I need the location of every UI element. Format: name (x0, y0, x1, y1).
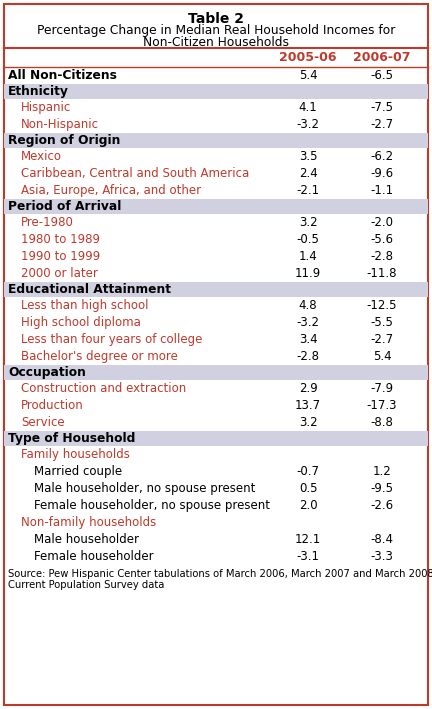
Text: -2.8: -2.8 (371, 250, 394, 263)
Text: -7.5: -7.5 (371, 101, 394, 114)
Text: Bachelor's degree or more: Bachelor's degree or more (21, 350, 178, 363)
Text: -2.6: -2.6 (370, 499, 394, 512)
Text: Non-Citizen Households: Non-Citizen Households (143, 36, 289, 49)
Text: -3.1: -3.1 (296, 550, 320, 563)
Text: Less than four years of college: Less than four years of college (21, 333, 202, 346)
Text: 13.7: 13.7 (295, 399, 321, 412)
Text: -9.6: -9.6 (370, 167, 394, 180)
Text: -0.7: -0.7 (296, 465, 320, 478)
Text: Service: Service (21, 416, 65, 429)
Text: -3.2: -3.2 (296, 316, 320, 329)
Text: Source: Pew Hispanic Center tabulations of March 2006, March 2007 and March 2008: Source: Pew Hispanic Center tabulations … (8, 569, 432, 579)
Text: Educational Attainment: Educational Attainment (8, 283, 171, 296)
Text: Non-family households: Non-family households (21, 516, 156, 529)
Text: -2.7: -2.7 (370, 118, 394, 131)
Text: Period of Arrival: Period of Arrival (8, 200, 121, 213)
Text: Family households: Family households (21, 448, 130, 461)
Text: Type of Household: Type of Household (8, 432, 135, 445)
Text: Region of Origin: Region of Origin (8, 134, 121, 147)
Text: Non-Hispanic: Non-Hispanic (21, 118, 99, 131)
Text: 11.9: 11.9 (295, 267, 321, 280)
Text: 2.0: 2.0 (299, 499, 318, 512)
Text: 2006-07: 2006-07 (353, 51, 411, 64)
Text: 2000 or later: 2000 or later (21, 267, 98, 280)
Bar (4, 133, 428, 148)
Text: Pre-1980: Pre-1980 (21, 216, 74, 229)
Text: 3.2: 3.2 (299, 216, 318, 229)
Text: -0.5: -0.5 (296, 233, 319, 246)
Text: 2.9: 2.9 (299, 382, 318, 395)
Text: -8.8: -8.8 (371, 416, 394, 429)
Text: All Non-Citizens: All Non-Citizens (8, 69, 117, 82)
Text: High school diploma: High school diploma (21, 316, 141, 329)
Text: -2.1: -2.1 (296, 184, 320, 197)
Text: Construction and extraction: Construction and extraction (21, 382, 186, 395)
Text: 12.1: 12.1 (295, 533, 321, 546)
Text: Female householder, no spouse present: Female householder, no spouse present (34, 499, 270, 512)
Text: Mexico: Mexico (21, 150, 62, 163)
Bar (4, 84, 428, 99)
Text: -9.5: -9.5 (371, 482, 394, 495)
Text: -2.7: -2.7 (370, 333, 394, 346)
Text: 1980 to 1989: 1980 to 1989 (21, 233, 100, 246)
Text: -7.9: -7.9 (370, 382, 394, 395)
Text: 2005-06: 2005-06 (279, 51, 337, 64)
Text: -2.0: -2.0 (371, 216, 394, 229)
Text: 4.1: 4.1 (299, 101, 318, 114)
Text: 1.2: 1.2 (373, 465, 391, 478)
Text: -3.3: -3.3 (371, 550, 394, 563)
Bar (4, 282, 428, 297)
Text: -11.8: -11.8 (367, 267, 397, 280)
Text: -6.2: -6.2 (370, 150, 394, 163)
Bar (4, 365, 428, 380)
Text: -17.3: -17.3 (367, 399, 397, 412)
Text: Less than high school: Less than high school (21, 299, 149, 312)
Text: 2.4: 2.4 (299, 167, 318, 180)
Text: Hispanic: Hispanic (21, 101, 71, 114)
Text: -5.6: -5.6 (371, 233, 394, 246)
Text: Asia, Europe, Africa, and other: Asia, Europe, Africa, and other (21, 184, 201, 197)
Text: 4.8: 4.8 (299, 299, 318, 312)
Text: Percentage Change in Median Real Household Incomes for: Percentage Change in Median Real Househo… (37, 24, 395, 37)
Text: Female householder: Female householder (34, 550, 154, 563)
Text: Caribbean, Central and South America: Caribbean, Central and South America (21, 167, 249, 180)
Text: 3.4: 3.4 (299, 333, 318, 346)
Text: 3.5: 3.5 (299, 150, 317, 163)
Text: Married couple: Married couple (34, 465, 122, 478)
Text: Occupation: Occupation (8, 366, 86, 379)
Text: -12.5: -12.5 (367, 299, 397, 312)
Text: -5.5: -5.5 (371, 316, 394, 329)
Text: Current Population Survey data: Current Population Survey data (8, 580, 164, 590)
Text: Male householder: Male householder (34, 533, 139, 546)
Text: Male householder, no spouse present: Male householder, no spouse present (34, 482, 255, 495)
Text: -3.2: -3.2 (296, 118, 320, 131)
Bar (4, 199, 428, 214)
Text: Table 2: Table 2 (188, 12, 244, 26)
Text: 5.4: 5.4 (299, 69, 318, 82)
Text: Ethnicity: Ethnicity (8, 85, 69, 98)
Text: -2.8: -2.8 (296, 350, 320, 363)
Text: 1.4: 1.4 (299, 250, 318, 263)
Text: -8.4: -8.4 (371, 533, 394, 546)
Text: Production: Production (21, 399, 84, 412)
Text: 0.5: 0.5 (299, 482, 317, 495)
Text: 5.4: 5.4 (373, 350, 391, 363)
Text: -1.1: -1.1 (370, 184, 394, 197)
Text: 1990 to 1999: 1990 to 1999 (21, 250, 100, 263)
Bar (4, 431, 428, 446)
Text: 3.2: 3.2 (299, 416, 318, 429)
Text: -6.5: -6.5 (371, 69, 394, 82)
